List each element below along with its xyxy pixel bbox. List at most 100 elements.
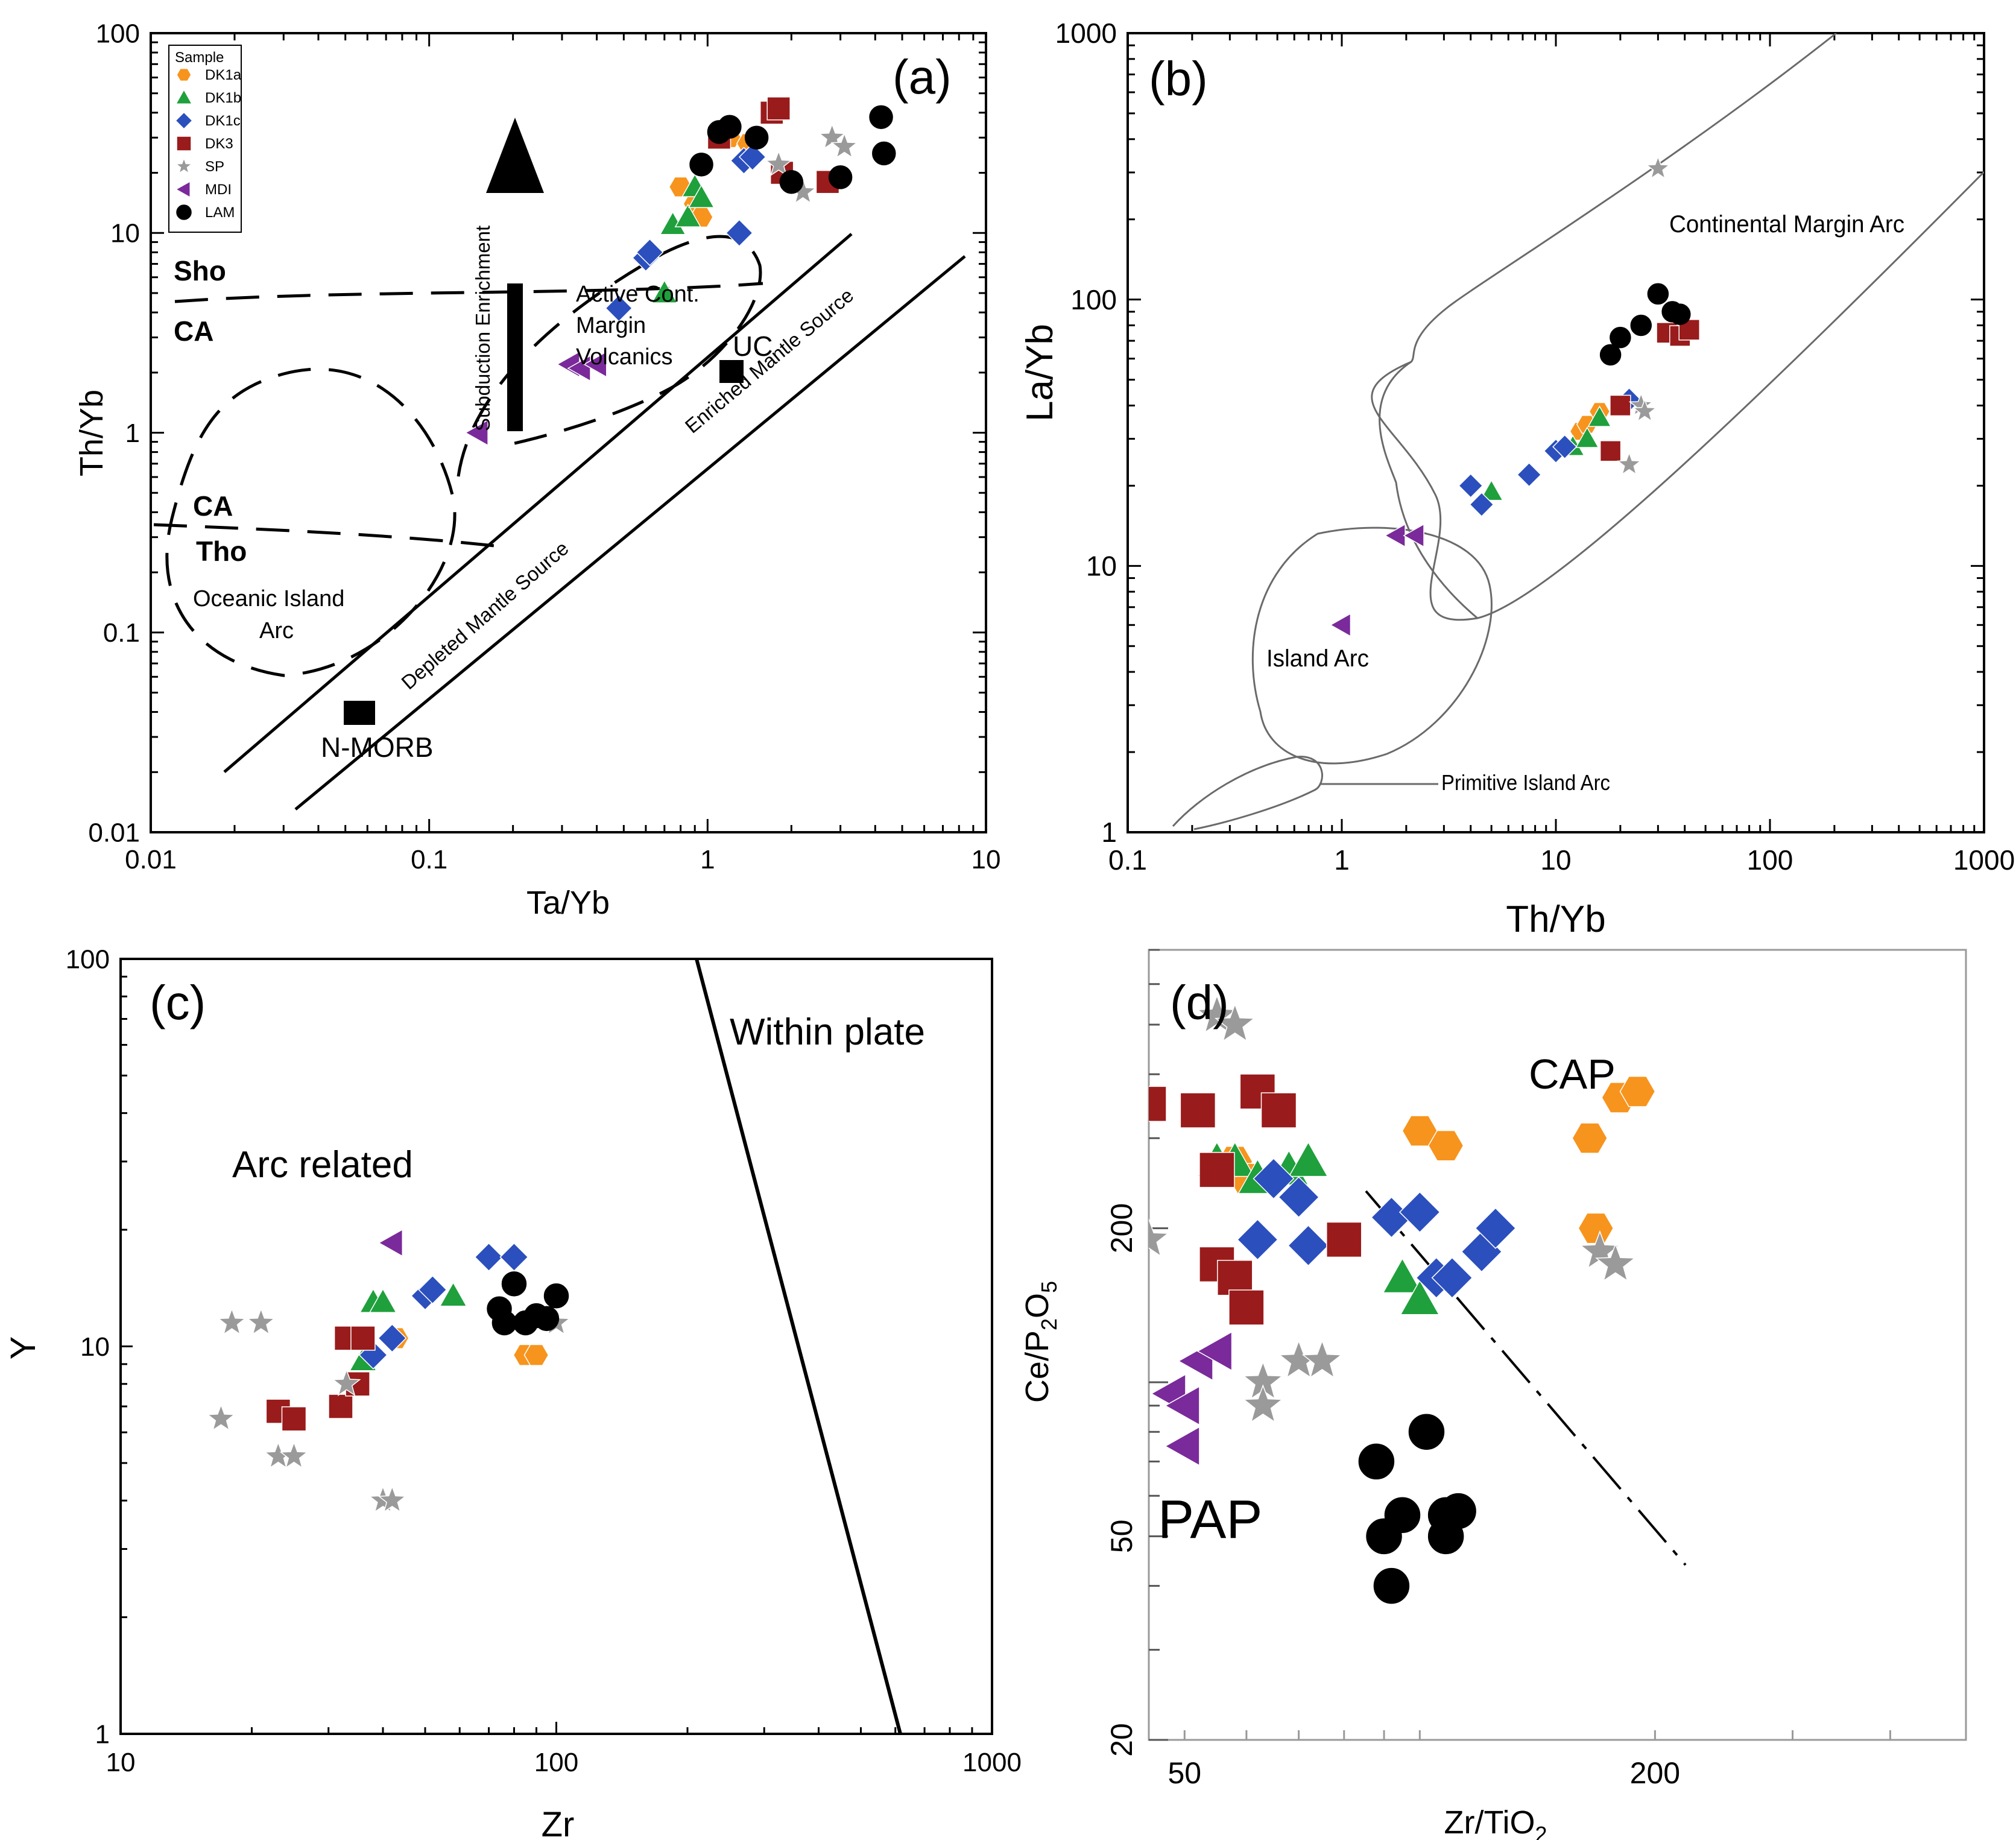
legend-a-label-dk1c: DK1c xyxy=(205,113,241,129)
legend-a-label-lam: LAM xyxy=(205,204,235,221)
x-tick-label-a-0: 0.01 xyxy=(125,845,177,874)
point-d-dk1b-6 xyxy=(1400,1279,1440,1315)
pap-label: PAP xyxy=(1158,1490,1262,1550)
legend-a-marker-dk1c xyxy=(175,112,193,130)
point-a-dk1c-2 xyxy=(636,238,664,267)
point-c-dk1b-3 xyxy=(439,1282,467,1307)
point-d-dk1a-5 xyxy=(1578,1212,1614,1244)
point-d-dk1c-7 xyxy=(1431,1257,1473,1299)
y-tick-label-b-2: 100 xyxy=(1070,284,1117,315)
x-axis-label-d-main: Zr/TiO xyxy=(1444,1804,1535,1840)
point-a-dk1b-2 xyxy=(674,203,701,227)
point-c-dk3-2 xyxy=(328,1394,353,1419)
point-d-sp-0 xyxy=(1149,1218,1169,1257)
point-b-dk3-1 xyxy=(1610,394,1631,417)
point-b-mdi-0 xyxy=(1329,613,1351,637)
point-a-dk1c-3 xyxy=(725,219,753,247)
y-tick-label-a-4: 100 xyxy=(96,19,140,48)
cap-label: CAP xyxy=(1529,1051,1616,1098)
point-a-dk1b-4 xyxy=(687,184,715,208)
within-plate-label: Within plate xyxy=(730,1011,925,1053)
tick-marks-b xyxy=(1126,33,1984,833)
point-d-dk3-8 xyxy=(1326,1221,1362,1258)
point-d-dk1c-0 xyxy=(1236,1219,1278,1260)
point-d-dk3-2 xyxy=(1199,1152,1235,1188)
plot-frame-d xyxy=(1148,949,1967,1741)
point-c-sp-5 xyxy=(332,1368,361,1397)
point-b-dk1c-0 xyxy=(1458,473,1484,498)
point-b-dk3-0 xyxy=(1599,440,1622,462)
point-a-mdi-2 xyxy=(567,355,591,382)
point-b-lam-3 xyxy=(1647,283,1669,305)
oceanic-island-label-2: Arc xyxy=(259,618,294,643)
y-axis-label-b: La/Yb xyxy=(1019,324,1061,422)
point-d-dk1b-4 xyxy=(1288,1141,1329,1177)
enriched-mantle-line xyxy=(294,255,966,811)
point-b-lam-5 xyxy=(1669,303,1691,325)
tick-marks-d xyxy=(1149,949,1967,1741)
depleted-mantle-line xyxy=(223,233,853,773)
point-c-lam-2 xyxy=(501,1271,527,1297)
plot-frame-a xyxy=(150,32,987,833)
ca-label-top: CA xyxy=(174,315,213,347)
point-c-sp-1 xyxy=(217,1307,247,1335)
point-d-dk1a-7 xyxy=(1619,1076,1656,1107)
legend-a-marker-dk1b xyxy=(175,89,193,104)
data-points-c xyxy=(206,1228,571,1513)
point-c-dk1c-4 xyxy=(474,1242,504,1272)
point-b-dk1b-0 xyxy=(1479,479,1504,501)
arc-related-label: Arc related xyxy=(232,1144,413,1186)
point-c-dk1a-2 xyxy=(523,1344,549,1366)
point-a-mdi-3 xyxy=(583,350,607,378)
point-a-sp-0 xyxy=(765,150,793,177)
uc-marker xyxy=(719,360,744,383)
point-a-lam-6 xyxy=(869,105,893,129)
x-tick-label-b-3: 100 xyxy=(1747,844,1793,876)
x-tick-label-a-3: 10 xyxy=(972,845,1001,874)
point-c-dk3-1 xyxy=(281,1406,307,1432)
point-c-dk1c-3 xyxy=(418,1275,447,1304)
oceanic-island-label-1: Oceanic Island xyxy=(193,586,344,612)
data-points-a xyxy=(464,96,896,446)
legend-a-marker-dk3 xyxy=(176,136,192,151)
x-axis-label-b: Th/Yb xyxy=(1506,899,1605,940)
point-b-lam-2 xyxy=(1630,314,1652,337)
legend-a-label-dk3: DK3 xyxy=(205,136,233,152)
depleted-mantle-label: Depleted Mantle Source xyxy=(397,537,572,694)
legend-a-label-dk1b: DK1b xyxy=(205,90,241,106)
y-tick-label-d-0: 20 xyxy=(1105,1723,1139,1757)
y-axis-label-d-sub1: 2 xyxy=(1037,1318,1061,1330)
point-d-dk3-5 xyxy=(1228,1289,1265,1326)
sho-label: Sho xyxy=(174,255,226,286)
data-points-b xyxy=(1329,155,1701,637)
point-c-sp-0 xyxy=(206,1403,236,1432)
nmorb-marker xyxy=(344,701,375,725)
point-d-sp-1 xyxy=(1196,994,1237,1034)
point-a-dk3-2 xyxy=(766,96,791,121)
point-c-dk1b-2 xyxy=(368,1288,397,1314)
point-d-mdi-1 xyxy=(1164,1385,1200,1426)
panel-b: (b) Continental Margin Arc Island Arc Pr… xyxy=(1019,17,2015,940)
subduction-enrichment-label: Subduction Enrichment xyxy=(472,226,494,431)
tick-labels-a: 0.01 0.1 1 10 0.01 0.1 1 10 100 xyxy=(88,19,1000,874)
legend-a-label-sp: SP xyxy=(205,159,224,175)
point-b-dk1c-4 xyxy=(1552,434,1578,460)
x-tick-label-a-2: 1 xyxy=(700,845,715,874)
plot-frame-b xyxy=(1126,32,1985,833)
within-plate-boundary xyxy=(695,958,902,1734)
active-margin-label-1: Active Cont. xyxy=(576,282,700,307)
x-axis-label-a: Ta/Yb xyxy=(526,885,610,921)
panel-d-label: (d) xyxy=(1170,976,1229,1029)
y-tick-label-c-0: 1 xyxy=(95,1719,110,1749)
point-d-sp-6 xyxy=(1301,1339,1343,1379)
point-c-lam-1 xyxy=(491,1310,517,1336)
panel-b-label: (b) xyxy=(1149,52,1208,106)
point-d-mdi-4 xyxy=(1196,1331,1233,1371)
x-tick-label-c-0: 10 xyxy=(106,1748,136,1777)
field-boundaries-a xyxy=(153,233,966,811)
y-axis-label-d: Ce/P2O5 xyxy=(1019,1281,1061,1403)
ca-tho-boundary xyxy=(153,523,495,548)
panel-a: (a) Sho CA CA Tho Oceanic Island Arc Act… xyxy=(74,19,1000,921)
